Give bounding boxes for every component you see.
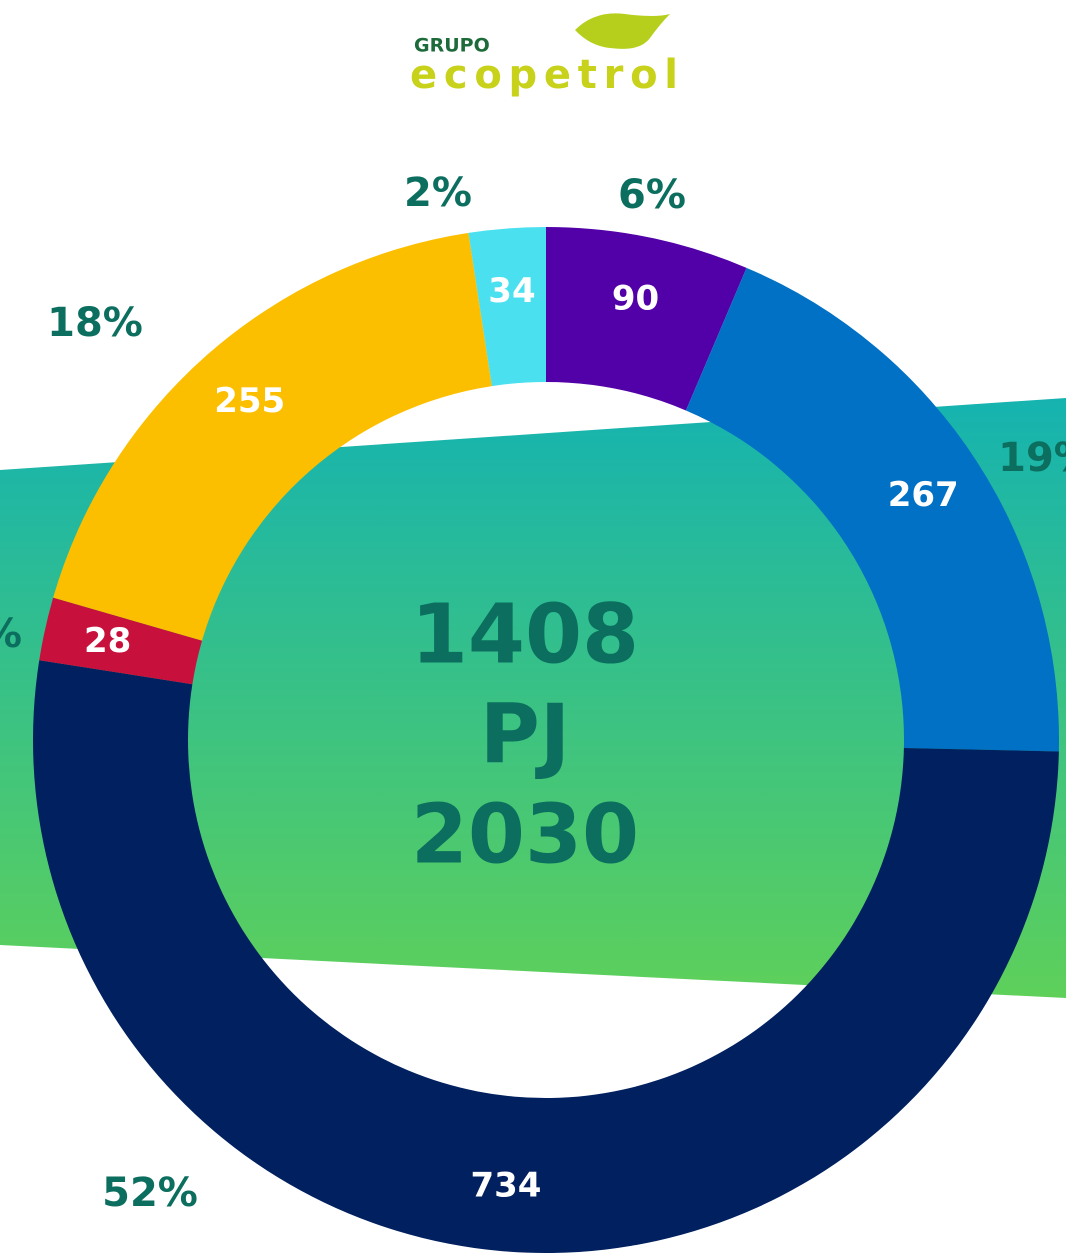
- chart: GRUPO ecopetrol 906%26719%73452%282%2551…: [0, 0, 1066, 1256]
- value-label: 267: [888, 475, 959, 515]
- percent-label: 2%: [404, 170, 472, 216]
- percent-label: 2%: [0, 611, 22, 657]
- page: {"logo": {"top": "GRUPO", "name": "ecope…: [0, 0, 1066, 1256]
- percent-label: 18%: [47, 300, 143, 346]
- logo-name: ecopetrol: [410, 52, 678, 98]
- percent-label: 6%: [618, 172, 686, 218]
- percent-label: 19%: [998, 435, 1066, 481]
- logo-iguana: [575, 13, 670, 49]
- value-label: 734: [470, 1166, 541, 1206]
- percent-label: 52%: [102, 1170, 198, 1216]
- center-label: PJ: [480, 687, 571, 782]
- value-label: 255: [214, 381, 285, 421]
- center-label: 2030: [411, 787, 639, 882]
- value-label: 90: [612, 279, 659, 319]
- value-label: 34: [488, 271, 535, 311]
- value-label: 28: [84, 621, 131, 661]
- center-label: 1408: [411, 587, 639, 682]
